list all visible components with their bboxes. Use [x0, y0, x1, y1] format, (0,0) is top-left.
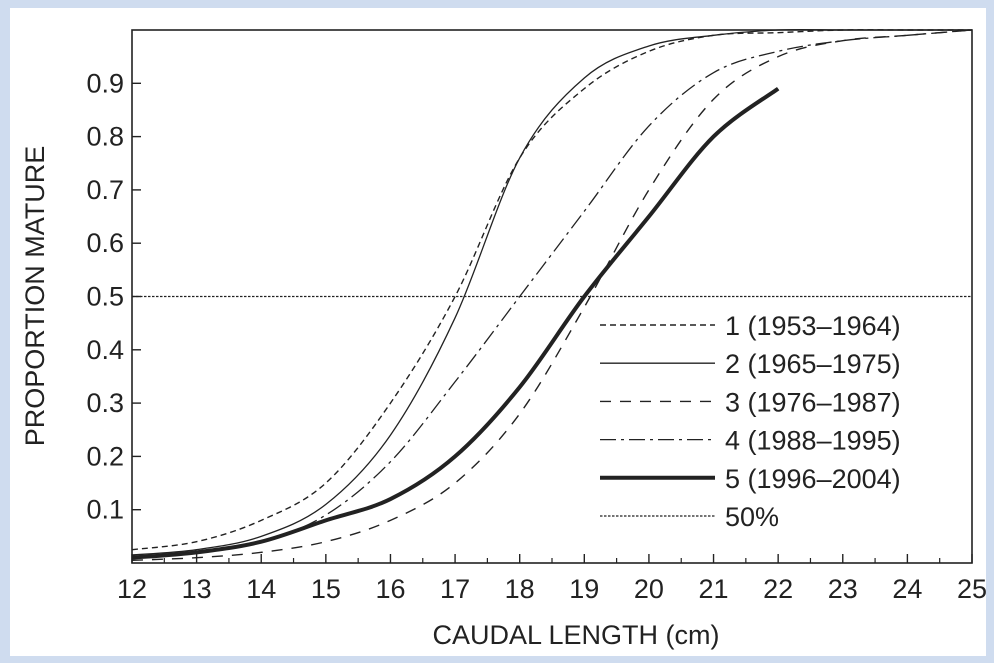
y-tick-label: 0.4 [86, 335, 124, 365]
x-tick-label: 17 [440, 574, 470, 604]
legend-label-6: 50% [725, 502, 779, 532]
y-axis-title: PROPORTION MATURE [20, 146, 50, 447]
chart-frame: 12 13 14 15 16 17 18 19 20 21 22 23 24 25 0.1 0.2 0.3 0.4… [10, 8, 986, 656]
x-axis-title: CAUDAL LENGTH (cm) [432, 620, 719, 650]
x-tick-label: 14 [246, 574, 276, 604]
x-tick-label: 15 [311, 574, 341, 604]
x-tick-label: 22 [763, 574, 793, 604]
maturity-line-chart: 12 13 14 15 16 17 18 19 20 21 22 23 24 25 0.1 0.2 0.3 0.4… [20, 28, 986, 650]
x-tick-label: 16 [375, 574, 405, 604]
legend-label-2: 2 (1965–1975) [725, 349, 901, 379]
y-tick-label: 0.1 [86, 495, 124, 525]
legend-label-1: 1 (1953–1964) [725, 311, 901, 341]
y-tick-label: 0.6 [86, 228, 124, 258]
y-tick-label: 0.2 [86, 441, 124, 471]
y-tick-label: 0.3 [86, 388, 124, 418]
plot-layer: 12 13 14 15 16 17 18 19 20 21 22 23 24 25 0.1 0.2 0.3 0.4… [86, 28, 986, 604]
y-tick-label: 0.5 [86, 282, 124, 312]
x-tick-label: 25 [957, 574, 986, 604]
x-tick-label: 18 [505, 574, 535, 604]
x-tick-label: 20 [634, 574, 664, 604]
y-tick-label: 0.7 [86, 175, 124, 205]
x-tick-label: 13 [182, 574, 212, 604]
y-tick-label: 0.8 [86, 122, 124, 152]
x-tick-label: 23 [828, 574, 858, 604]
y-tick-label: 0.9 [86, 68, 124, 98]
x-tick-label: 21 [699, 574, 729, 604]
series-line-5 [131, 87, 780, 560]
legend-label-3: 3 (1976–1987) [725, 387, 901, 417]
x-tick-label: 12 [117, 574, 147, 604]
legend-label-5: 5 (1996–2004) [725, 464, 901, 494]
legend-label-4: 4 (1988–1995) [725, 426, 901, 456]
x-tick-label: 24 [892, 574, 922, 604]
x-tick-label: 19 [569, 574, 599, 604]
